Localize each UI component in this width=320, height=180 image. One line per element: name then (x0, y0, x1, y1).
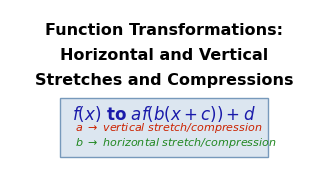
Text: $\it{a}$ $\to$ vertical stretch/compression: $\it{a}$ $\to$ vertical stretch/compress… (75, 121, 262, 135)
Text: $\mathit{f(x)\ \mathbf{to}\ af(b(x+c))+d}$: $\mathit{f(x)\ \mathbf{to}\ af(b(x+c))+d… (72, 104, 256, 124)
Text: $\it{b}$ $\to$ horizontal stretch/compression: $\it{b}$ $\to$ horizontal stretch/compre… (75, 136, 276, 150)
Text: Function Transformations:: Function Transformations: (45, 23, 283, 38)
Text: Stretches and Compressions: Stretches and Compressions (35, 73, 293, 88)
Text: Horizontal and Vertical: Horizontal and Vertical (60, 48, 268, 63)
FancyBboxPatch shape (60, 98, 268, 158)
